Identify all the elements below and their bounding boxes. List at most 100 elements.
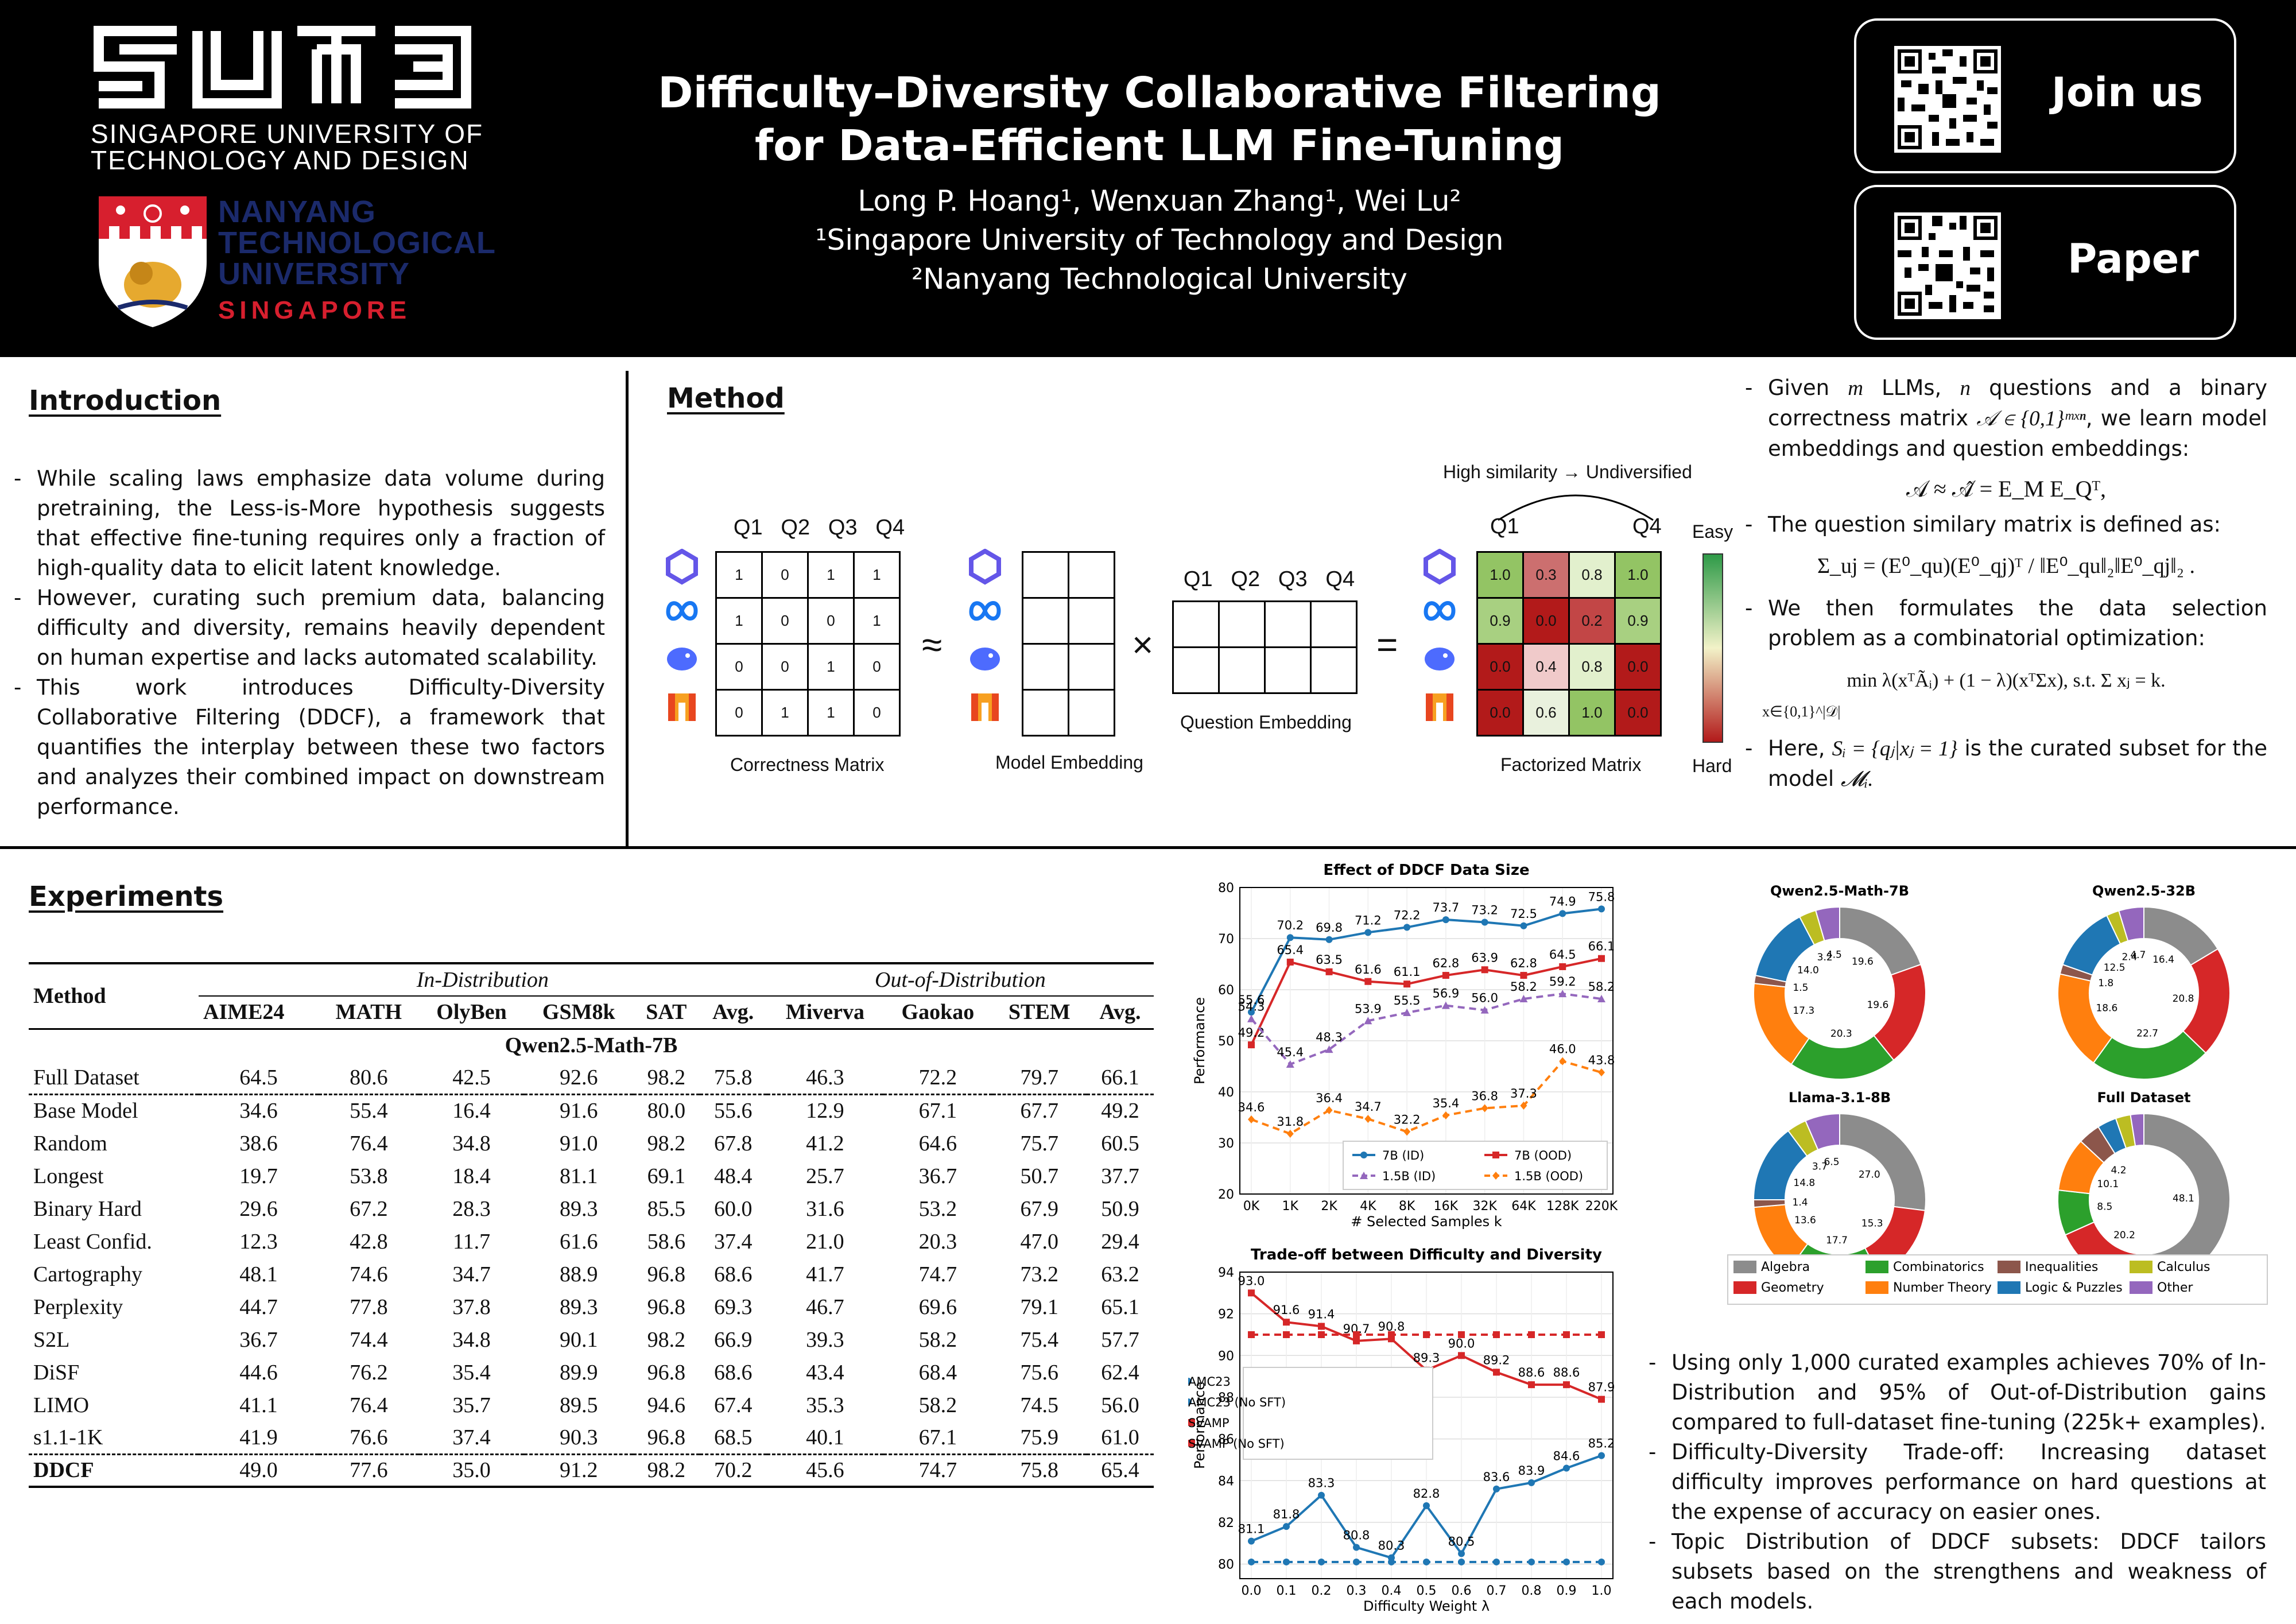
join-us-box[interactable]: Join us: [1854, 18, 2236, 173]
table-row: Perplexity 44.7 77.8 37.8 89.3 96.8 69.3 46.7 69…: [29, 1290, 1154, 1323]
table-cell: 75.4: [1020, 1327, 1059, 1352]
data-point: [1423, 1558, 1430, 1565]
chart-title: Effect of DDCF Data Size: [1323, 862, 1529, 879]
affiliation-1: ¹Singapore University of Technology and …: [815, 223, 1504, 257]
x-tick-label: 0.4: [1382, 1584, 1402, 1598]
data-label: 80.3: [1378, 1539, 1405, 1553]
x-tick-label: 0.8: [1522, 1584, 1542, 1598]
sutd-name-line1: SINGAPORE UNIVERSITY OF: [91, 119, 484, 149]
table-cell: 94.6: [647, 1393, 686, 1417]
affiliation-2: ²Nanyang Technological University: [912, 262, 1407, 296]
matrix-cell: 0: [715, 689, 763, 737]
times-symbol: ×: [1132, 624, 1154, 665]
slice-label: 8.5: [2097, 1201, 2112, 1213]
table-cell: 64.5: [239, 1065, 278, 1090]
slice-label: 19.6: [1867, 999, 1888, 1011]
table-cell: 98.2: [647, 1131, 686, 1156]
table-cell: 76.2: [350, 1360, 388, 1385]
column-header: Avg.: [1099, 1000, 1141, 1025]
table-row: DiSF 44.6 76.2 35.4 89.9 96.8 68.6 43.4 68.4 75.6…: [29, 1356, 1154, 1389]
table-cell: 29.4: [1101, 1229, 1139, 1254]
table-cell: 58.2: [918, 1393, 957, 1417]
q-header: Q4: [875, 516, 905, 540]
slice-label: 1.8: [2098, 978, 2113, 989]
table-cell: 79.1: [1020, 1294, 1059, 1319]
q-header: Q2: [1231, 567, 1261, 591]
y-tick-label: 40: [1218, 1086, 1234, 1100]
join-qr-code-icon[interactable]: [1894, 46, 2001, 153]
deepseek-icon: [970, 648, 1000, 670]
table-cell: 72.2: [918, 1065, 957, 1090]
table-cell: 69.1: [647, 1164, 686, 1188]
slice-label: 12.5: [2104, 962, 2126, 974]
paper-qr-code-icon[interactable]: [1894, 212, 2001, 319]
paper-box[interactable]: Paper: [1854, 185, 2236, 340]
data-label: 88.6: [1518, 1366, 1545, 1379]
slice-label: 16.4: [2152, 954, 2174, 966]
column-header: OlyBen: [436, 1000, 507, 1025]
table-cell: 98.2: [647, 1065, 686, 1090]
data-label: 43.8: [1588, 1053, 1615, 1067]
x-tick-label: 0.9: [1557, 1584, 1577, 1598]
table-cell: 56.0: [1101, 1393, 1139, 1417]
data-point: [1481, 918, 1488, 926]
paper-label[interactable]: Paper: [2068, 235, 2199, 282]
table-cell: 37.7: [1101, 1164, 1139, 1188]
data-point: [1598, 1331, 1605, 1338]
plot-frame: [1239, 1272, 1614, 1579]
row-method: Full Dataset: [33, 1065, 139, 1090]
column-header: MATH: [335, 1000, 402, 1025]
table-cell: 68.5: [713, 1425, 753, 1449]
data-label: 89.2: [1483, 1353, 1510, 1367]
table-row: Cartography 48.1 74.6 34.7 88.9 96.8 68.6 41.7 7…: [29, 1258, 1154, 1290]
slice-label: 4.2: [2111, 1165, 2126, 1176]
section-divider-horizontal: [0, 846, 2296, 849]
join-us-label[interactable]: Join us: [2051, 69, 2203, 116]
data-label: 87.9: [1588, 1381, 1615, 1394]
data-point: [1598, 1396, 1605, 1403]
data-point: [1442, 916, 1449, 924]
table-cell: 67.7: [1020, 1099, 1059, 1123]
table-cell: 44.7: [239, 1294, 278, 1319]
table-cell: 46.7: [806, 1294, 844, 1319]
column-header: AIME24: [203, 1000, 285, 1025]
factorized-cell: 0.0: [1476, 689, 1524, 737]
x-tick-label: 4K: [1360, 1199, 1376, 1214]
x-tick-label: 0K: [1243, 1199, 1260, 1214]
table-cell: 42.8: [350, 1229, 388, 1254]
data-point: [1520, 1102, 1527, 1110]
factorized-cell: 0.8: [1568, 643, 1616, 691]
data-label: 73.7: [1433, 901, 1460, 914]
data-point: [1364, 1115, 1372, 1123]
data-label: 84.6: [1553, 1449, 1580, 1463]
data-point: [1423, 1502, 1430, 1509]
legend-entry: SVAMP (No SFT): [1188, 1437, 1285, 1451]
matrix-cell: 1: [807, 643, 855, 691]
table-cell: 41.2: [806, 1131, 844, 1156]
data-size-chart: Effect of DDCF Data Size 20 30 40 50 60 70 80 0K…: [1192, 862, 1618, 1230]
intro-bullets: While scaling laws emphasize data volume…: [14, 464, 605, 822]
data-point: [1442, 1111, 1449, 1119]
table-cell: 68.6: [713, 1360, 753, 1385]
matrix-cell: 0: [761, 551, 809, 599]
data-point: [1360, 1172, 1368, 1179]
data-point: [1423, 1331, 1430, 1338]
model-icons-left: [665, 548, 699, 741]
matrix-cell: 0: [807, 597, 855, 645]
data-point: [1598, 1452, 1605, 1459]
data-point: [1528, 1479, 1535, 1486]
data-point: [1248, 1289, 1255, 1297]
table-cell: 49.0: [239, 1458, 278, 1483]
table-cell: 66.1: [1101, 1065, 1139, 1090]
data-label: 81.1: [1238, 1522, 1265, 1536]
q-header: Q3: [828, 516, 858, 540]
data-point: [1248, 1041, 1255, 1049]
data-label: 69.8: [1316, 921, 1343, 935]
legend-swatch: [2130, 1281, 2152, 1294]
table-cell: 55.4: [350, 1099, 388, 1123]
question-emb-q-headers: Q1 Q2 Q3 Q4: [1174, 567, 1364, 592]
table-cell: 67.8: [713, 1131, 753, 1156]
slice-label: 14.8: [1793, 1177, 1815, 1189]
column-header: Gaokao: [901, 1000, 975, 1025]
table-cell: 12.3: [239, 1229, 278, 1254]
